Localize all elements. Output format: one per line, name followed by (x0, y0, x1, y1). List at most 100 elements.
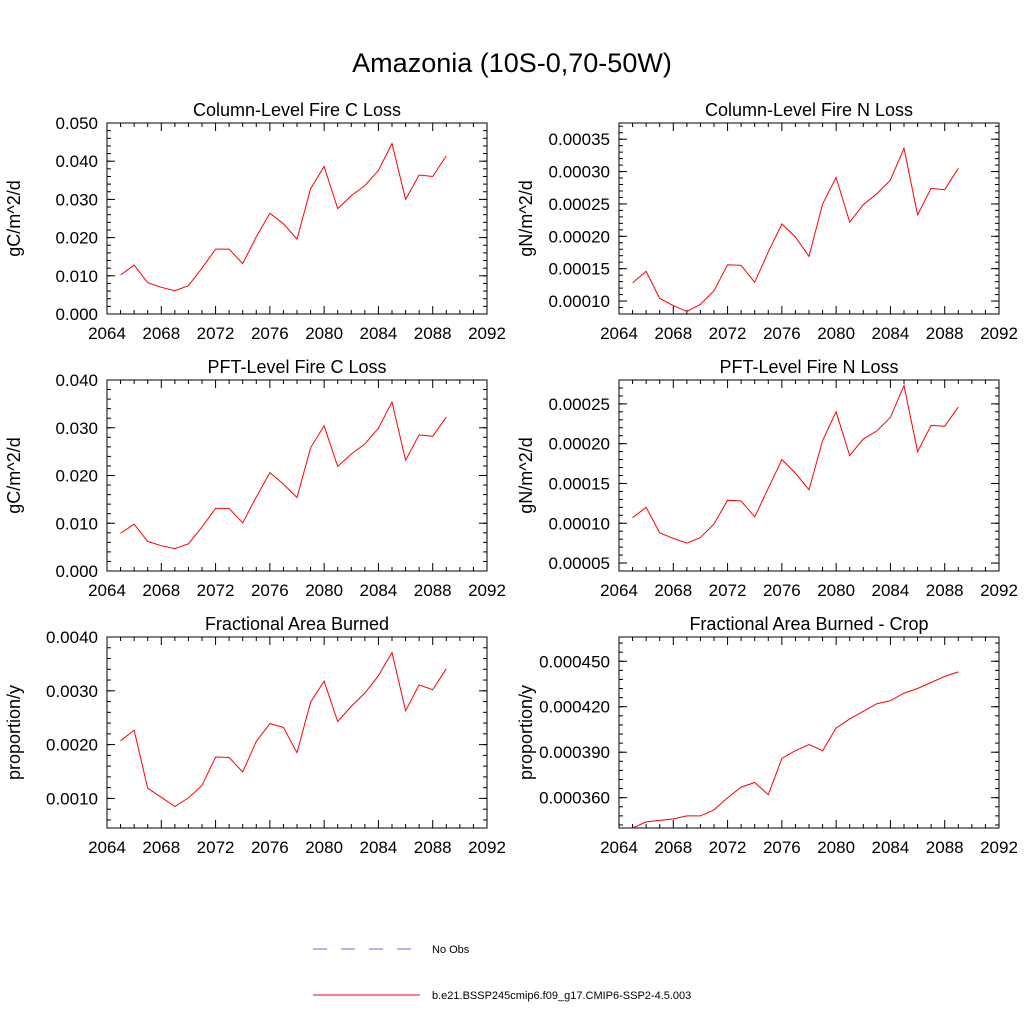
panel-title: Column-Level Fire C Loss (193, 100, 401, 120)
x-tick-label: 2076 (251, 838, 289, 857)
x-tick-label: 2084 (872, 581, 910, 600)
chart-panel-3: PFT-Level Fire C Loss gC/m^2/d 2064 2068 207… (4, 357, 506, 600)
series-line (632, 383, 959, 544)
x-tick-label: 2064 (600, 581, 638, 600)
x-tick-label: 2068 (654, 838, 692, 857)
plot-frame (618, 122, 1000, 315)
x-tick-label: 2076 (763, 581, 801, 600)
y-axis-label: gN/m^2/d (516, 437, 536, 513)
panel-title: Fractional Area Burned - Crop (689, 614, 928, 634)
x-tick-label: 2088 (414, 581, 452, 600)
x-tick-label: 2080 (305, 838, 343, 857)
x-tick-label: 2092 (468, 324, 506, 343)
x-tick-label: 2076 (251, 581, 289, 600)
x-tick-label: 2080 (305, 324, 343, 343)
x-tick-label: 2092 (468, 838, 506, 857)
x-tick-label: 2064 (88, 324, 126, 343)
x-tick-label: 2080 (305, 581, 343, 600)
x-tick-label: 2092 (980, 838, 1018, 857)
y-tick-label: 0.050 (55, 114, 98, 133)
x-tick-label: 2072 (197, 838, 235, 857)
series-line (632, 146, 959, 312)
y-tick-label: 0.030 (55, 419, 98, 438)
y-tick-label: 0.00010 (549, 292, 610, 311)
chart-panel-2: Column-Level Fire N Loss gN/m^2/d 2064 2068… (516, 100, 1018, 343)
y-tick-label: 0.00030 (549, 163, 610, 182)
y-tick-label: 0.00020 (549, 227, 610, 246)
x-tick-label: 2076 (763, 324, 801, 343)
y-tick-label: 0.00020 (549, 435, 610, 454)
plot-frame (106, 379, 488, 572)
chart-panel-5: Fractional Area Burned proportion/y 2064 20… (4, 614, 506, 857)
x-tick-label: 2084 (360, 324, 398, 343)
y-tick-label: 0.000360 (539, 789, 610, 808)
x-tick-label: 2072 (709, 324, 747, 343)
figure-title: Amazonia (10S-0,70-50W) (352, 48, 672, 78)
plot-frame (106, 122, 488, 315)
y-tick-label: 0.00015 (549, 260, 610, 279)
x-tick-label: 2088 (414, 838, 452, 857)
x-tick-label: 2072 (197, 581, 235, 600)
y-tick-label: 0.010 (55, 267, 98, 286)
series-line (120, 651, 447, 808)
y-tick-label: 0.00025 (549, 195, 610, 214)
x-tick-label: 2068 (142, 581, 180, 600)
y-tick-label: 0.00035 (549, 130, 610, 149)
x-tick-label: 2080 (817, 581, 855, 600)
chart-panel-1: Column-Level Fire C Loss gC/m^2/d 2064 2068… (4, 100, 506, 343)
x-tick-label: 2080 (817, 838, 855, 857)
panel-title: Column-Level Fire N Loss (705, 100, 913, 120)
x-tick-label: 2068 (142, 838, 180, 857)
y-tick-label: 0.020 (55, 467, 98, 486)
y-axis-label: proportion/y (4, 685, 24, 780)
y-tick-label: 0.0010 (46, 789, 98, 808)
x-tick-label: 2072 (709, 581, 747, 600)
x-tick-label: 2084 (360, 581, 398, 600)
x-tick-label: 2072 (709, 838, 747, 857)
x-tick-label: 2084 (360, 838, 398, 857)
y-tick-label: 0.000420 (539, 698, 610, 717)
x-tick-label: 2088 (926, 838, 964, 857)
y-tick-label: 0.000 (55, 305, 98, 324)
x-tick-label: 2064 (600, 324, 638, 343)
x-tick-label: 2064 (88, 581, 126, 600)
x-tick-label: 2076 (251, 324, 289, 343)
panel-title: PFT-Level Fire C Loss (207, 357, 386, 377)
series-line (120, 400, 447, 550)
chart-panel-6: Fractional Area Burned - Crop proportion/… (516, 614, 1018, 857)
y-axis-label: proportion/y (516, 685, 536, 780)
panel-title: PFT-Level Fire N Loss (719, 357, 898, 377)
y-tick-label: 0.00015 (549, 474, 610, 493)
y-tick-label: 0.010 (55, 514, 98, 533)
x-tick-label: 2092 (980, 581, 1018, 600)
x-tick-label: 2068 (654, 581, 692, 600)
x-tick-label: 2068 (142, 324, 180, 343)
x-tick-label: 2068 (654, 324, 692, 343)
y-axis-label: gC/m^2/d (4, 437, 24, 513)
y-tick-label: 0.0020 (46, 736, 98, 755)
series-line (120, 142, 447, 292)
y-tick-label: 0.020 (55, 229, 98, 248)
y-tick-label: 0.0040 (46, 628, 98, 647)
panel-title: Fractional Area Burned (205, 614, 389, 634)
y-axis-label: gC/m^2/d (4, 180, 24, 256)
plot-frame (618, 379, 1000, 572)
x-tick-label: 2084 (872, 324, 910, 343)
y-tick-label: 0.040 (55, 152, 98, 171)
x-tick-label: 2084 (872, 838, 910, 857)
x-tick-label: 2092 (980, 324, 1018, 343)
x-tick-label: 2064 (88, 838, 126, 857)
y-tick-label: 0.0030 (46, 682, 98, 701)
y-tick-label: 0.030 (55, 190, 98, 209)
y-tick-label: 0.00025 (549, 395, 610, 414)
y-tick-label: 0.040 (55, 371, 98, 390)
x-tick-label: 2088 (414, 324, 452, 343)
series-line (632, 671, 959, 829)
x-tick-label: 2088 (926, 581, 964, 600)
y-axis-label: gN/m^2/d (516, 180, 536, 256)
x-tick-label: 2080 (817, 324, 855, 343)
plot-frame (618, 636, 1000, 829)
chart-panel-4: PFT-Level Fire N Loss gN/m^2/d 2064 2068 207… (516, 357, 1018, 600)
x-tick-label: 2064 (600, 838, 638, 857)
